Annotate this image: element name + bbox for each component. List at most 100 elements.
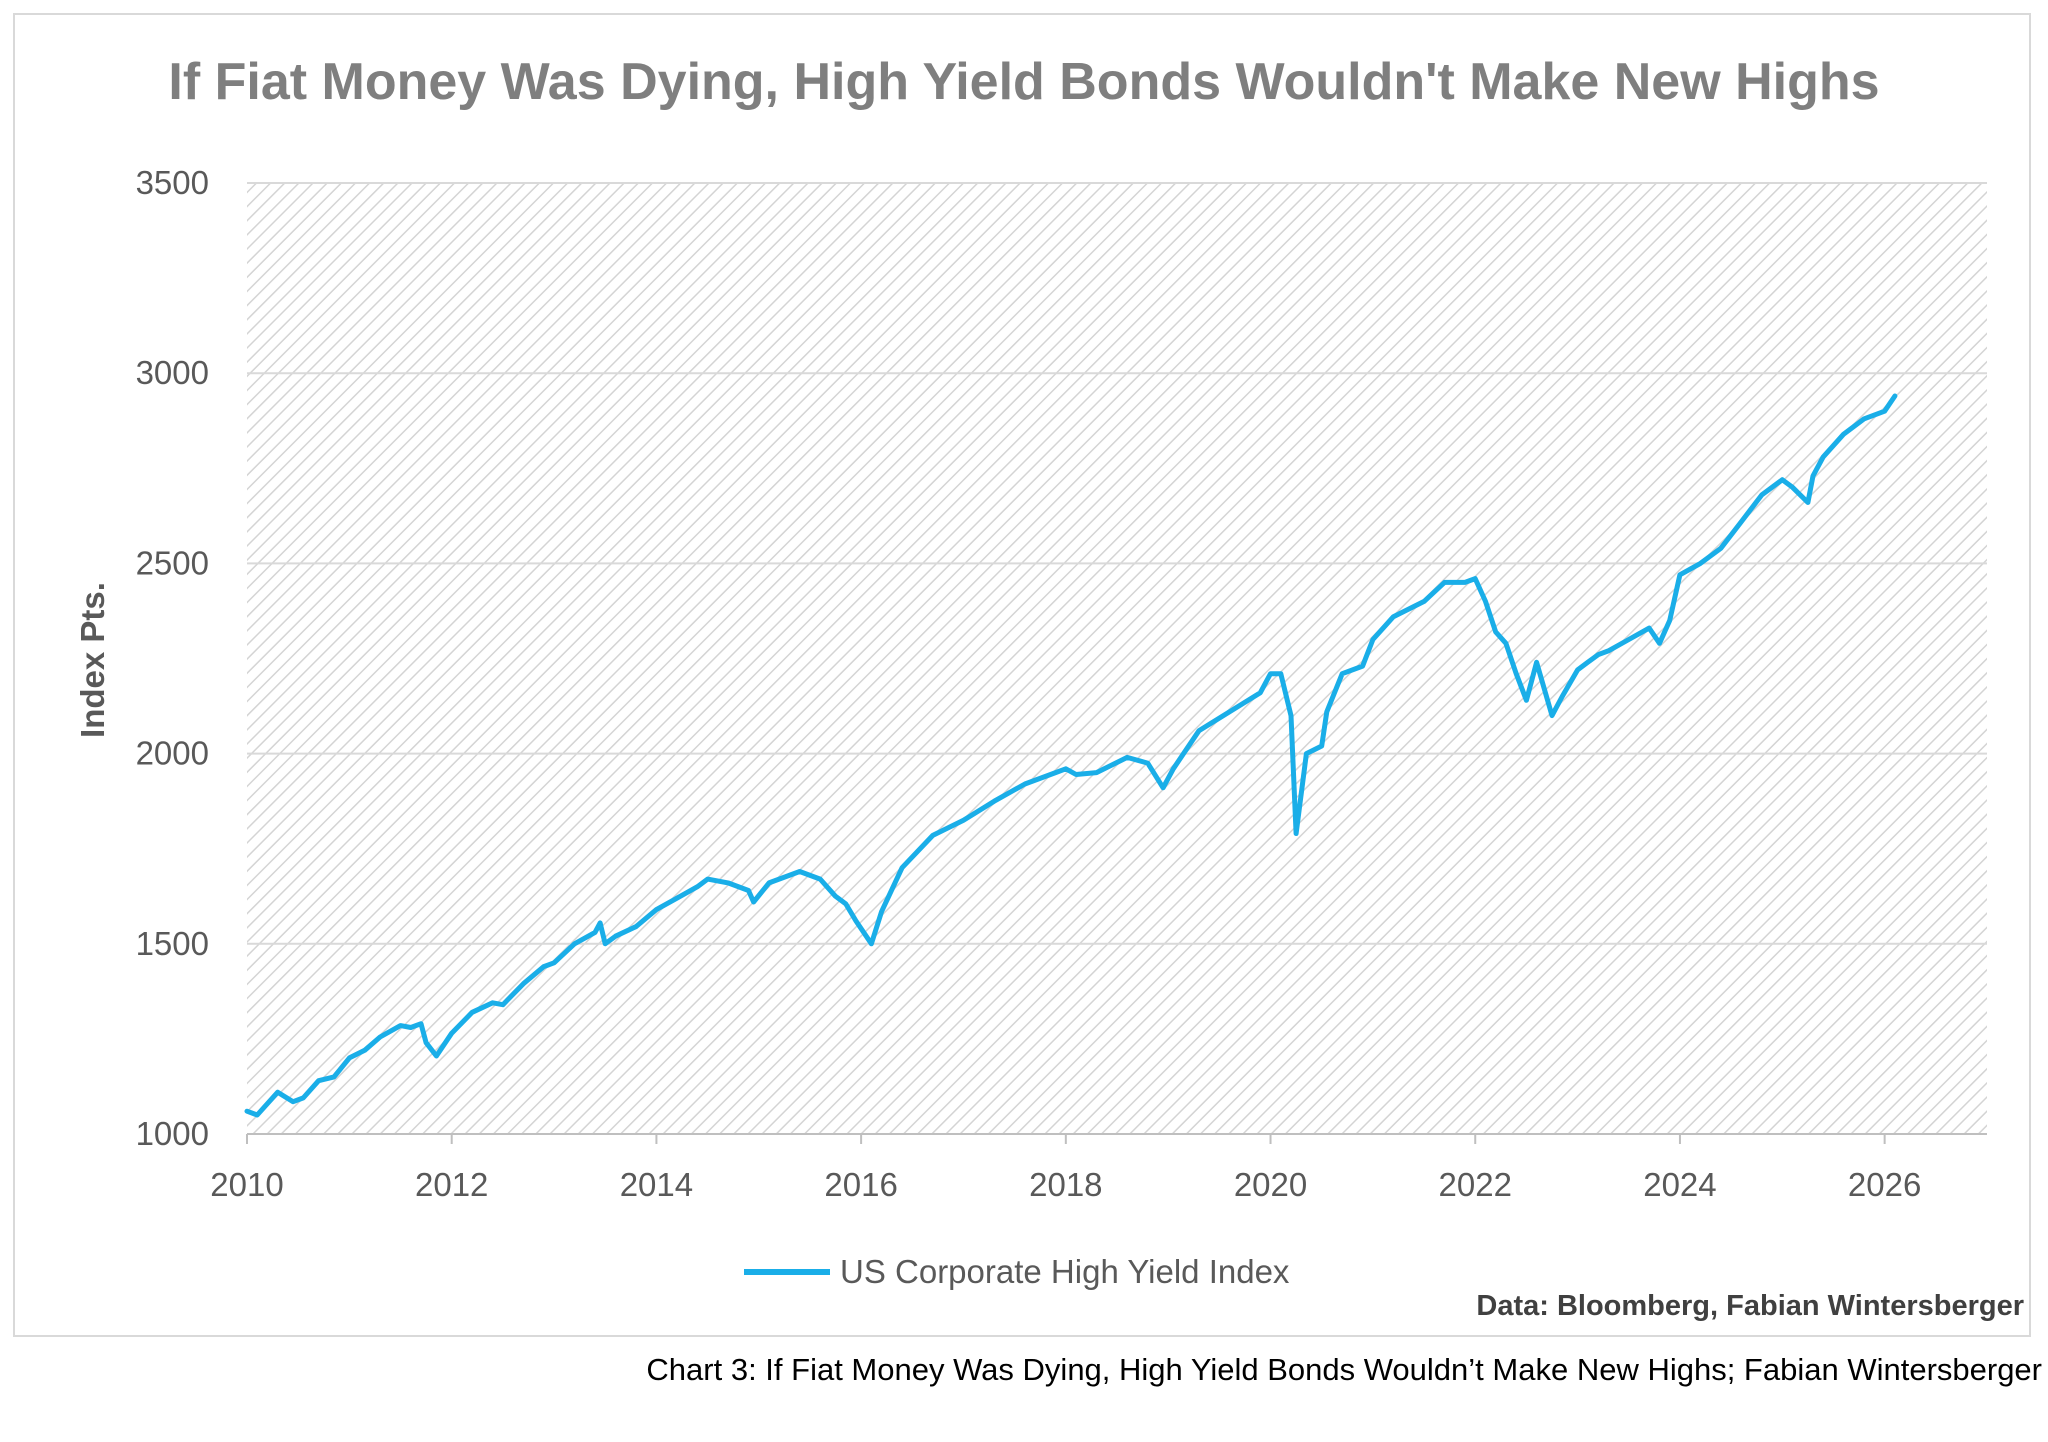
data-point <box>1607 650 1609 652</box>
x-tick-label: 2012 <box>415 1166 488 1203</box>
data-point <box>676 897 678 899</box>
data-point <box>1597 654 1599 656</box>
data-point <box>256 1114 258 1116</box>
data-point <box>1362 665 1364 667</box>
data-point <box>1843 433 1845 435</box>
data-point <box>696 886 698 888</box>
data-point <box>1290 715 1292 717</box>
y-tick-label: 2500 <box>136 544 209 581</box>
data-point <box>1515 673 1517 675</box>
data-point <box>932 834 934 836</box>
data-point <box>1561 696 1563 698</box>
x-tick-label: 2010 <box>210 1166 283 1203</box>
data-point <box>425 1042 427 1044</box>
data-point <box>1495 631 1497 633</box>
data-point <box>1740 521 1742 523</box>
data-point <box>1679 574 1681 576</box>
data-point <box>901 867 903 869</box>
data-point <box>1229 711 1231 713</box>
data-point <box>522 983 524 985</box>
y-tick-label: 1000 <box>136 1115 209 1152</box>
source-note: Data: Bloomberg, Fabian Wintersberger <box>1476 1290 2024 1322</box>
data-point <box>410 1026 412 1028</box>
data-point <box>502 1004 504 1006</box>
data-point <box>1807 502 1809 504</box>
x-tick-label: 2026 <box>1848 1166 1921 1203</box>
data-point <box>1392 616 1394 618</box>
x-tick-label: 2018 <box>1029 1166 1102 1203</box>
data-point <box>855 920 857 922</box>
data-point <box>599 922 601 924</box>
data-point <box>845 903 847 905</box>
data-point <box>1162 787 1164 789</box>
data-point <box>1894 395 1896 397</box>
y-tick-label: 1500 <box>136 925 209 962</box>
data-point <box>993 800 995 802</box>
data-point <box>1075 774 1077 776</box>
legend: US Corporate High Yield Index <box>744 1250 1289 1294</box>
data-point <box>753 901 755 903</box>
data-point <box>435 1055 437 1057</box>
data-point <box>574 943 576 945</box>
data-point <box>1669 619 1671 621</box>
data-point <box>1792 486 1794 488</box>
data-point <box>379 1036 381 1038</box>
data-point <box>1525 699 1527 701</box>
legend-label: US Corporate High Yield Index <box>840 1253 1290 1290</box>
data-point <box>1055 772 1057 774</box>
figure-caption: Chart 3: If Fiat Money Was Dying, High Y… <box>646 1352 2042 1387</box>
data-point <box>768 882 770 884</box>
data-point <box>1295 832 1297 834</box>
data-point <box>614 935 616 937</box>
data-point <box>1628 638 1630 640</box>
data-point <box>1341 673 1343 675</box>
data-point <box>451 1032 453 1034</box>
plot-area <box>247 183 1987 1134</box>
chart-title: If Fiat Money Was Dying, High Yield Bond… <box>168 53 1880 111</box>
data-point <box>1259 692 1261 694</box>
data-point <box>1863 418 1865 420</box>
data-point <box>1198 730 1200 732</box>
data-point <box>318 1080 320 1082</box>
data-point <box>1577 669 1579 671</box>
data-point <box>492 1002 494 1004</box>
data-point <box>302 1097 304 1099</box>
data-point <box>1326 711 1328 713</box>
data-point <box>962 819 964 821</box>
y-tick-label: 3500 <box>136 164 209 201</box>
data-point <box>1505 642 1507 644</box>
data-point <box>1280 673 1282 675</box>
data-point <box>1474 578 1476 580</box>
data-point <box>1781 479 1783 481</box>
data-point <box>1761 494 1763 496</box>
data-point <box>1172 768 1174 770</box>
data-point <box>1648 627 1650 629</box>
data-point <box>1321 745 1323 747</box>
data-point <box>870 943 872 945</box>
x-tick-label: 2024 <box>1643 1166 1716 1203</box>
data-point <box>1096 772 1098 774</box>
data-point <box>1372 638 1374 640</box>
data-point <box>819 878 821 880</box>
data-point <box>1444 581 1446 583</box>
x-tick-label: 2014 <box>620 1166 693 1203</box>
data-point <box>799 871 801 873</box>
series-line <box>244 393 1898 1118</box>
data-point <box>333 1076 335 1078</box>
data-point <box>400 1025 402 1027</box>
data-point <box>1884 410 1886 412</box>
data-point <box>1065 768 1067 770</box>
data-point <box>835 895 837 897</box>
data-point <box>594 931 596 933</box>
data-point <box>246 1110 248 1112</box>
data-point <box>1464 581 1466 583</box>
x-tick-label: 2020 <box>1234 1166 1307 1203</box>
data-point <box>1720 547 1722 549</box>
data-point <box>1587 661 1589 663</box>
data-point <box>348 1057 350 1059</box>
data-point <box>655 909 657 911</box>
data-point <box>1147 762 1149 764</box>
data-point <box>1658 642 1660 644</box>
data-point <box>748 890 750 892</box>
